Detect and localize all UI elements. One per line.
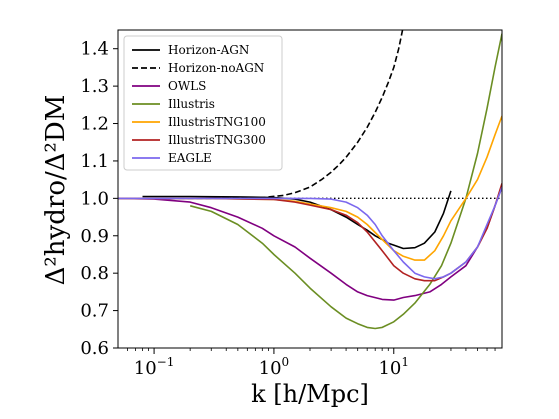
y-tick-label: 0.7 [80,301,109,322]
legend-label-5: IllustrisTNG100 [168,115,266,129]
y-axis-label: Δ²hydro/Δ²DM [41,95,71,286]
x-axis-label: k [h/Mpc] [251,380,369,408]
y-tick-label: 0.6 [80,338,109,359]
legend-label-7: EAGLE [168,151,212,165]
y-tick-label: 1.2 [80,114,109,135]
series-line-3 [118,186,502,301]
y-tick-label: 1.0 [80,188,109,209]
legend-label-2: Horizon-noAGN [168,61,264,75]
x-tick-label: 101 [378,355,409,379]
legend: Horizon-AGN Horizon-noAGN OWLS Illustris Ill… [123,35,283,171]
series-line-4 [189,33,502,330]
legend-label-4: Illustris [168,97,215,111]
x-tick-label: 100 [259,355,290,379]
legend-label-1: Horizon-AGN [168,43,249,57]
series-line-2 [142,30,404,200]
y-tick-label: 0.8 [80,263,109,284]
legend-box [123,35,283,171]
y-tick-label: 0.9 [80,226,109,247]
y-tick-label: 1.4 [80,39,109,60]
legend-label-3: OWLS [168,79,206,93]
x-tick-label: 10−1 [134,355,175,379]
y-tick-label: 1.1 [80,151,109,172]
series-line-5 [118,115,502,261]
legend-label-6: IllustrisTNG300 [168,133,266,147]
y-tick-label: 1.3 [80,76,109,97]
series-line-7 [118,186,502,280]
